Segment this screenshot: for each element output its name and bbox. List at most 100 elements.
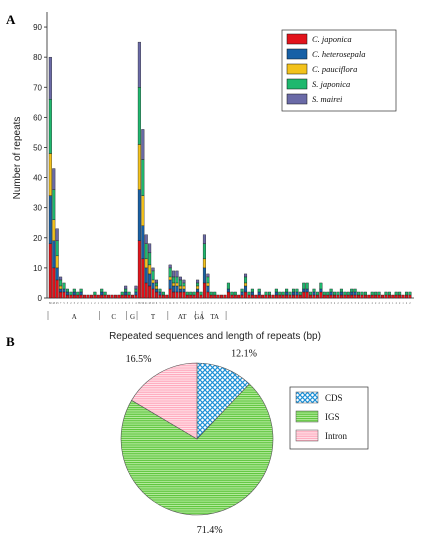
bar-segment <box>134 288 138 293</box>
bar-total-label: 7 <box>180 302 182 305</box>
bar-total-label: 2 <box>324 302 326 305</box>
bar-segment <box>55 255 59 269</box>
bar-total-label: 1 <box>255 302 257 305</box>
legend-swatch <box>286 78 308 90</box>
bar-total-label: 2 <box>378 302 380 305</box>
group-label: C <box>111 313 116 321</box>
bar-segment <box>202 267 206 284</box>
bar-total-label: 85 <box>138 302 141 305</box>
bar-segment <box>113 294 117 299</box>
bar-segment <box>336 291 340 296</box>
bar-segment <box>343 291 347 296</box>
bar-total-label: 1 <box>108 302 110 305</box>
panel-b-label: B <box>6 334 15 349</box>
bar-total-label: 2 <box>194 302 196 305</box>
bar-segment <box>250 294 254 299</box>
bar-segment <box>257 291 261 296</box>
bar-segment <box>120 294 124 299</box>
pie-percent-label: 12.1% <box>231 349 257 360</box>
bar-segment <box>182 282 186 287</box>
group-label: T <box>151 313 156 321</box>
y-tick-label: 10 <box>33 264 42 273</box>
bar-total-label: 2 <box>235 302 237 305</box>
bar-segment <box>151 267 155 272</box>
bar-total-label: 2 <box>406 302 408 305</box>
bar-segment <box>199 294 203 299</box>
bar-segment <box>257 288 261 293</box>
bar-segment <box>158 291 162 296</box>
bar-segment <box>250 288 254 293</box>
legend-swatch <box>286 93 308 105</box>
bar-segment <box>357 294 361 299</box>
bar-segment <box>59 291 63 299</box>
pie-legend-entry: CDS <box>325 393 343 403</box>
bar-segment <box>69 294 73 299</box>
bar-segment <box>196 282 200 287</box>
bar-segment <box>254 294 258 299</box>
bar-segment <box>202 243 206 260</box>
bar-segment <box>137 87 141 145</box>
bar-segment <box>244 276 248 284</box>
bar-segment <box>124 291 128 296</box>
bar-segment <box>148 252 152 266</box>
bar-segment <box>137 144 141 190</box>
bar-segment <box>213 294 217 299</box>
bar-segment <box>168 288 172 299</box>
bar-segment <box>309 294 313 299</box>
pie-legend-swatch <box>295 429 319 442</box>
bar-total-label: 8 <box>207 302 209 305</box>
bar-segment <box>127 291 131 296</box>
bar-total-label: 2 <box>310 302 312 305</box>
bar-total-label: 2 <box>200 302 202 305</box>
bar-segment <box>131 294 135 299</box>
bar-segment <box>370 291 374 296</box>
bar-segment <box>261 294 265 299</box>
bar-segment <box>144 282 148 299</box>
bar-segment <box>134 285 138 290</box>
bar-segment <box>62 288 66 293</box>
bar-segment <box>154 288 159 293</box>
bar-segment <box>302 291 306 299</box>
bar-total-label: 1 <box>402 302 404 305</box>
bar-segment <box>89 294 93 299</box>
pie-labels: 12.1% 71.4% 16.5% <box>126 349 257 537</box>
bar-segment <box>175 270 179 278</box>
bar-segment <box>408 291 412 296</box>
y-tick-label: 60 <box>33 113 42 122</box>
bar-segment <box>168 267 172 278</box>
bar-segment <box>79 288 83 293</box>
bar-segment <box>96 294 100 299</box>
bar-segment <box>144 243 148 260</box>
bar-total-label: 3 <box>351 302 353 305</box>
bar-segment <box>206 282 210 287</box>
bar-total-label: 3 <box>259 302 261 305</box>
bar-total-label: 2 <box>348 302 350 305</box>
bar-segment <box>285 294 289 299</box>
bar-total-label: 1 <box>262 302 264 305</box>
bar-segment <box>336 294 340 299</box>
bar-segment <box>298 294 302 299</box>
bar-segment <box>298 291 302 296</box>
bar-total-label: 5 <box>307 302 309 305</box>
bar-total-label: 2 <box>265 302 267 305</box>
bar-segment <box>401 294 405 299</box>
bar-total-label: 3 <box>252 302 254 305</box>
bar-total-label: 2 <box>396 302 398 305</box>
bar-segment <box>353 288 357 293</box>
bar-segment <box>148 285 152 299</box>
bar-total-label: 3 <box>67 302 69 305</box>
bar-segment <box>52 168 56 190</box>
bar-segment <box>353 291 357 296</box>
bar-total-label: 1 <box>392 302 394 305</box>
group-label: GA <box>194 313 204 321</box>
bar-segment <box>172 270 176 278</box>
bar-segment <box>151 288 155 299</box>
bar-total-label: 1 <box>272 302 274 305</box>
bar-segment <box>363 294 367 299</box>
bar-segment <box>322 294 326 299</box>
bar-segment <box>151 282 155 290</box>
bar-total-label: 23 <box>56 302 59 305</box>
bar-segment <box>165 294 169 299</box>
bar-total-label: 3 <box>313 302 315 305</box>
bar-segment <box>124 294 128 299</box>
